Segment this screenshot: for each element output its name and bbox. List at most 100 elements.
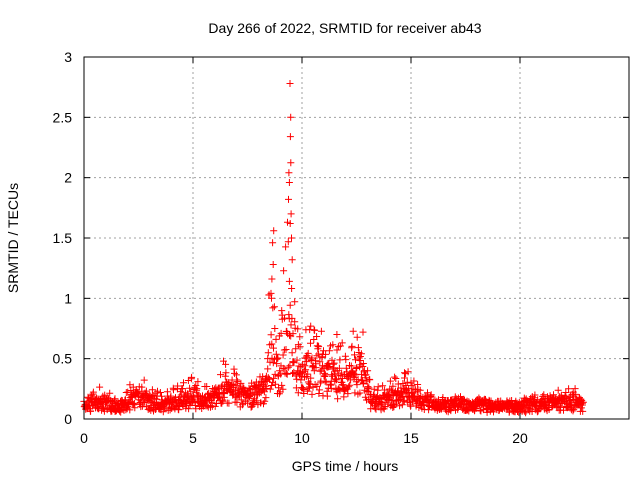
data-point [285,195,292,203]
data-point [234,378,242,386]
y-axis-label: SRMTID / TECUs [5,183,21,293]
data-point [273,355,281,363]
data-point [266,375,274,383]
data-point [359,363,367,370]
data-point [354,344,362,352]
data-point [347,362,355,370]
data-point [404,368,412,376]
data-point [294,325,302,333]
data-point [244,399,252,407]
data-point [296,343,304,351]
data-point [391,400,399,408]
data-point [365,384,373,392]
data-point [184,377,192,384]
data-point [288,256,296,264]
data-point [159,408,167,416]
data-point [279,351,287,359]
data-point [316,358,324,366]
data-point [291,298,299,306]
data-point [338,369,346,377]
data-point [286,80,294,87]
data-point [287,321,295,329]
data-point [117,408,125,416]
x-tick-label: 0 [80,430,88,446]
data-point [156,389,164,396]
data-point [345,383,353,391]
data-point [271,325,279,332]
data-point [287,113,295,121]
data-point [282,346,290,353]
data-point [283,370,291,378]
data-point [317,327,325,335]
data-point [140,376,148,384]
data-point [207,403,214,411]
data-point [476,406,484,414]
data-point [353,333,361,341]
data-point [124,388,132,396]
data-point [268,340,276,348]
data-point [272,335,280,343]
data-point [356,389,364,397]
data-point [562,389,570,396]
data-point [329,341,337,349]
data-point [239,401,246,409]
data-point [579,398,587,406]
data-point [351,351,358,359]
x-axis-label: GPS time / hours [292,458,399,474]
data-point [302,366,310,374]
data-point [333,376,340,384]
data-point [186,387,194,395]
data-point [389,382,397,390]
data-point [322,378,330,386]
data-point [296,333,304,341]
data-point [307,374,315,382]
y-tick-label: 1.5 [53,230,73,246]
data-point [374,383,382,391]
x-tick-label: 10 [294,430,310,446]
data-point [348,342,356,350]
data-point [229,391,237,399]
data-point [264,365,272,373]
data-point [237,396,245,404]
data-point [308,363,316,371]
data-point [303,358,311,366]
data-point [271,380,279,388]
data-point [192,382,200,389]
data-point [540,391,548,399]
data-point [167,392,175,400]
data-point [416,386,424,394]
data-point [357,350,365,358]
data-point [353,364,361,372]
x-tick-label: 15 [403,430,419,446]
data-point [130,401,138,409]
data-point [221,372,229,380]
data-point [285,179,293,186]
x-tick-label: 20 [512,430,528,446]
data-point [190,393,198,401]
data-point [225,399,233,407]
data-point [170,386,177,394]
data-point [294,389,302,397]
data-point [336,356,344,364]
data-point [194,378,202,386]
data-point [96,383,104,391]
data-point [99,403,107,411]
y-tick-label: 3 [64,49,72,65]
data-point [313,352,321,360]
data-point [403,378,411,386]
y-tick-label: 0.5 [53,351,73,367]
data-point [111,395,119,403]
data-point [320,347,327,355]
data-point [131,404,139,412]
axis-ticks [83,56,629,420]
data-point [285,277,293,285]
data-point [303,387,311,395]
data-point [286,220,294,227]
data-point [300,367,308,375]
data-point [284,238,292,246]
data-point [531,391,539,399]
data-point [304,349,312,357]
data-point [261,397,269,405]
data-point [269,359,277,367]
data-point [174,382,182,390]
